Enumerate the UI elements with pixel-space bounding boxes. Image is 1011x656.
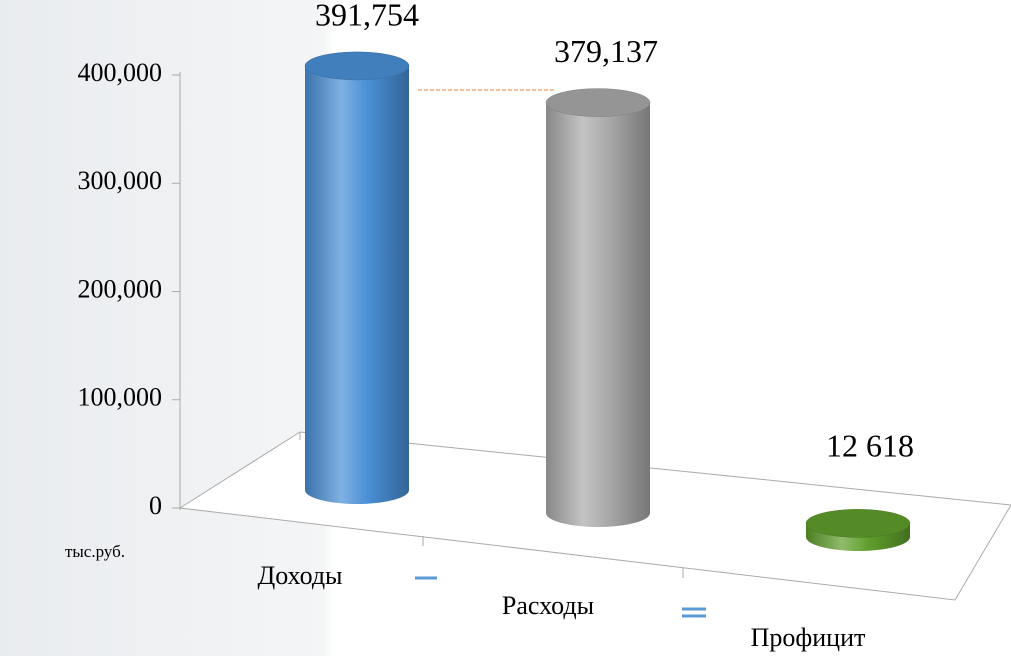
y-tick-label: 200,000 bbox=[78, 274, 163, 303]
cylinder-body bbox=[305, 65, 409, 504]
value-label: 379,137 bbox=[554, 33, 658, 69]
x-tick-label: Расходы bbox=[502, 591, 594, 620]
cylinder-top bbox=[805, 509, 911, 538]
x-tick-label: Доходы bbox=[257, 561, 342, 590]
cylinder-body bbox=[546, 102, 650, 527]
value-label: 391,754 bbox=[315, 0, 419, 32]
y-tick-label: 0 bbox=[149, 491, 162, 520]
y-tick-label: 400,000 bbox=[78, 58, 163, 87]
x-tick-label: Профицит bbox=[751, 623, 866, 652]
cylinder-top bbox=[304, 51, 410, 81]
cylinder-top bbox=[545, 88, 651, 117]
y-axis-label: тыс.руб. bbox=[65, 542, 125, 561]
y-tick-label: 100,000 bbox=[78, 383, 163, 412]
y-tick-label: 300,000 bbox=[78, 166, 163, 195]
value-label: 12 618 bbox=[826, 427, 914, 463]
